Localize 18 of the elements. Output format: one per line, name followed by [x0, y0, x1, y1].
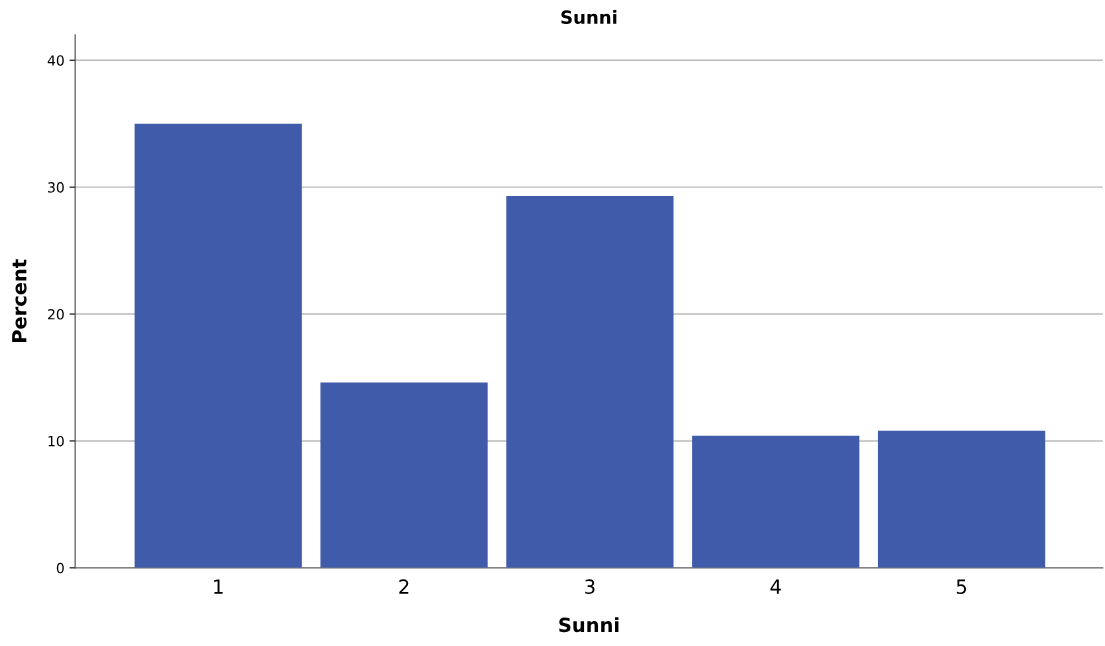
- bar: [692, 435, 860, 568]
- x-axis-title: Sunni: [559, 617, 619, 633]
- x-tick-label: 3: [585, 579, 595, 594]
- bar: [134, 123, 302, 568]
- bar: [506, 196, 674, 568]
- bar: [877, 430, 1046, 568]
- x-tick-label: 2: [399, 579, 409, 594]
- y-axis-title: Percent: [12, 259, 27, 343]
- x-tick-label: 5: [956, 579, 967, 594]
- y-tick-label: 10: [48, 435, 64, 447]
- y-tick-label: 20: [48, 309, 64, 320]
- y-tick-label: 40: [47, 55, 64, 66]
- y-tick-label: 30: [48, 182, 64, 193]
- chart-title: Sunni: [561, 10, 617, 25]
- x-tick-label: 4: [770, 579, 781, 594]
- bar: [320, 382, 488, 568]
- x-tick-label: 1: [214, 579, 223, 594]
- y-tick-label: 0: [56, 562, 64, 574]
